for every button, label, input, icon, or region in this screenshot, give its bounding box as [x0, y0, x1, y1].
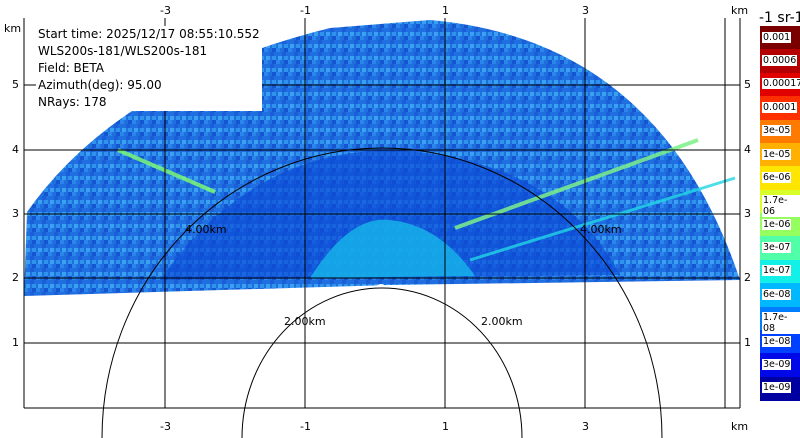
y-tick-left: 1: [12, 336, 19, 349]
colorbar-label: 1e-05: [762, 148, 792, 160]
x-unit-label-top: km: [731, 4, 749, 17]
y-tick-right: 1: [744, 336, 751, 349]
colorbar-label: 3e-05: [762, 125, 792, 137]
colorbar-label: 0.0006: [762, 55, 798, 67]
colorbar-label: 6e-06: [762, 171, 792, 183]
lidar-origin: [375, 284, 387, 296]
colorbar-label: 6e-08: [762, 288, 792, 300]
y-tick-left: 2: [12, 271, 19, 284]
colorbar-label: 1e-06: [762, 218, 792, 230]
field-name: Field: BETA: [37, 60, 105, 77]
x-tick-bottom: -1: [300, 420, 311, 433]
x-tick-bottom: 3: [582, 420, 589, 433]
x-tick-bottom: 1: [442, 420, 449, 433]
colorbar-label: 0.0001: [762, 101, 798, 113]
nrays-value: NRays: 178: [37, 94, 108, 111]
colorbar-label: 1e-07: [762, 265, 792, 277]
near-range-dense-region: [160, 150, 620, 280]
colorbar-label: 1.7e-06: [762, 195, 800, 218]
x-tick-top: 1: [442, 4, 449, 17]
x-tick-bottom: -3: [160, 420, 171, 433]
colorbar-label: 3e-09: [762, 358, 792, 370]
colorbar-label: 3e-07: [762, 242, 792, 254]
y-tick-right: 3: [744, 207, 751, 220]
range-ring-label: 2.00km: [284, 315, 326, 328]
scan-info: Start time: 2025/12/17 08:55:10.552 WLS2…: [36, 26, 262, 111]
range-ring-label: 4.00km: [185, 223, 227, 236]
range-rings: [101, 147, 663, 438]
y-tick-right: 4: [744, 143, 751, 156]
y-tick-right: 5: [744, 78, 751, 91]
range-ring-label: 4.00km: [580, 223, 622, 236]
colorbar-label: 1e-08: [762, 335, 792, 347]
instrument-id: WLS200s-181/WLS200s-181: [37, 43, 209, 60]
aerosol-layer-streak: [454, 138, 699, 230]
y-unit-label: km: [4, 22, 22, 35]
colorbar-label: 0.00017: [762, 78, 800, 90]
range-ring-label: 2.00km: [481, 315, 523, 328]
azimuth-value: Azimuth(deg): 95.00: [37, 77, 163, 94]
near-source-plume: [310, 219, 475, 278]
aerosol-layer-streak: [469, 176, 736, 262]
colorbar-label: 1e-09: [762, 382, 792, 394]
x-tick-top: -3: [160, 4, 171, 17]
y-tick-left: 5: [12, 78, 19, 91]
colorbar-label: 0.001: [762, 31, 792, 43]
y-tick-left: 3: [12, 207, 19, 220]
aerosol-layer-streak: [117, 148, 216, 194]
x-tick-top: -1: [300, 4, 311, 17]
colorbar-label: 1.7e-08: [762, 312, 800, 335]
y-tick-right: 2: [744, 271, 751, 284]
y-tick-left: 4: [12, 143, 19, 156]
x-unit-label-bottom: km: [731, 420, 749, 433]
start-time: Start time: 2025/12/17 08:55:10.552: [37, 26, 261, 43]
colorbar-title: -1 sr-1: [759, 10, 800, 26]
x-tick-top: 3: [582, 4, 589, 17]
